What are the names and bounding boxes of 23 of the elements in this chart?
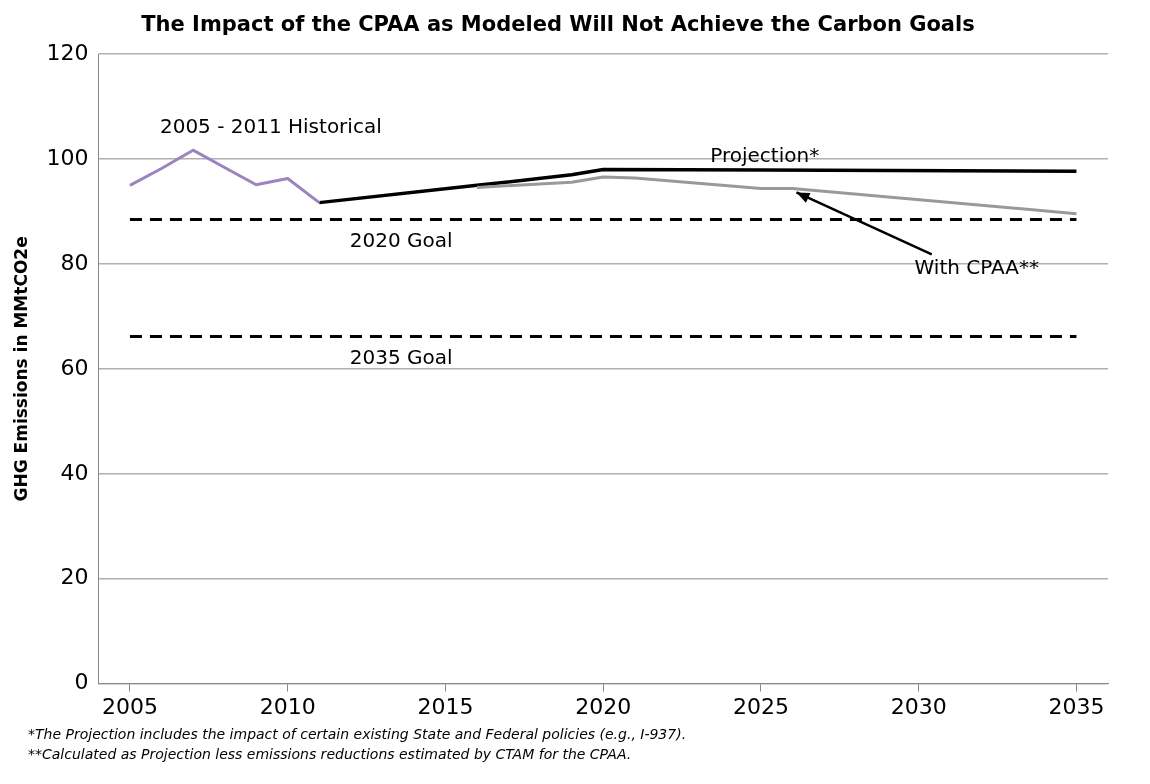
x-tick-label: 2005 xyxy=(101,693,158,719)
x-tick-label: 2020 xyxy=(575,693,632,719)
series-label: Projection* xyxy=(710,143,820,168)
series-label: 2005 - 2011 Historical xyxy=(159,114,382,139)
y-axis-title: GHG Emissions in MMtCO2e xyxy=(10,236,31,502)
text: With CPAA** xyxy=(914,254,1039,279)
x-tick-label: 2035 xyxy=(1048,693,1105,719)
ref-line-label: 2020 Goal xyxy=(349,227,453,252)
y-tick-label: 120 xyxy=(46,39,89,65)
x-tick-label: 2025 xyxy=(732,693,789,719)
x-tick-label: 2010 xyxy=(259,693,316,719)
y-tick-label: 60 xyxy=(60,354,89,380)
ref-line-label: 2035 Goal xyxy=(349,344,453,369)
y-tick-label: 40 xyxy=(60,459,89,485)
y-tick-label: 100 xyxy=(46,144,89,170)
text: *The Projection includes the impact of certain existing State and Federal policies (e.g., I-937). xyxy=(28,725,688,744)
x-tick-label: 2030 xyxy=(890,693,947,719)
y-tick-label: 20 xyxy=(60,564,89,590)
text: **Calculated as Projection less emissions reductions estimated by CTAM for the CPAA. xyxy=(28,745,633,764)
chart-title: The Impact of the CPAA as Modeled Will Not Achieve the Carbon Goals xyxy=(141,12,975,37)
x-tick-label: 2015 xyxy=(417,693,474,719)
y-tick-label: 80 xyxy=(60,249,89,275)
y-tick-label: 0 xyxy=(74,669,89,695)
